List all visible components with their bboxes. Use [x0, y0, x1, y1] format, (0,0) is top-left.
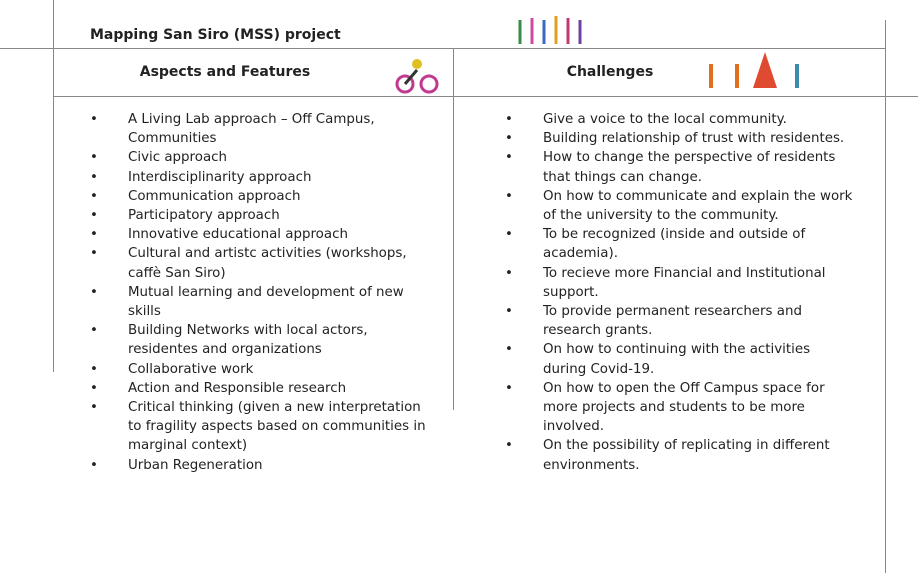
list-item: Mutual learning and development of new s…: [90, 283, 435, 321]
list-item: Communication approach: [90, 187, 435, 206]
list: Give a voice to the local community.Buil…: [505, 110, 853, 475]
list-item: On the possibility of replicating in dif…: [505, 436, 853, 474]
list-item: How to change the perspective of residen…: [505, 148, 853, 186]
rule: [0, 48, 886, 49]
column-heading: Challenges: [566, 64, 654, 80]
rule: [885, 20, 886, 573]
rule: [453, 48, 454, 410]
list-item: A Living Lab approach – Off Campus, Comm…: [90, 110, 435, 148]
list-item: On how to open the Off Campus space for …: [505, 379, 853, 437]
figures-icon: [709, 52, 799, 88]
list-item: To be recognized (inside and outside of …: [505, 225, 853, 263]
title: Mapping San Siro (MSS) project: [90, 27, 341, 43]
list-item: Participatory approach: [90, 206, 435, 225]
list-item: Building Networks with local actors, res…: [90, 321, 435, 359]
people-icon: [518, 16, 582, 44]
list-item: On how to continuing with the activities…: [505, 340, 853, 378]
list: A Living Lab approach – Off Campus, Comm…: [90, 110, 435, 475]
list-item: Cultural and artistc activities (worksho…: [90, 244, 435, 282]
list-item: To recieve more Financial and Institutio…: [505, 264, 853, 302]
list-item: Innovative educational approach: [90, 225, 435, 244]
list-item: Give a voice to the local community.: [505, 110, 853, 129]
list-item: Interdisciplinarity approach: [90, 168, 435, 187]
list-item: Critical thinking (given a new interpret…: [90, 398, 435, 456]
list-item: Building relationship of trust with resi…: [505, 129, 853, 148]
list-item: On how to communicate and explain the wo…: [505, 187, 853, 225]
list-item: Action and Responsible research: [90, 379, 435, 398]
cyclist-icon: [395, 59, 439, 94]
rule: [53, 96, 918, 97]
list-item: Urban Regeneration: [90, 456, 435, 475]
list-item: To provide permanent researchers and res…: [505, 302, 853, 340]
rule: [53, 0, 54, 372]
column-heading: Aspects and Features: [139, 64, 311, 80]
list-item: Civic approach: [90, 148, 435, 167]
list-item: Collaborative work: [90, 360, 435, 379]
